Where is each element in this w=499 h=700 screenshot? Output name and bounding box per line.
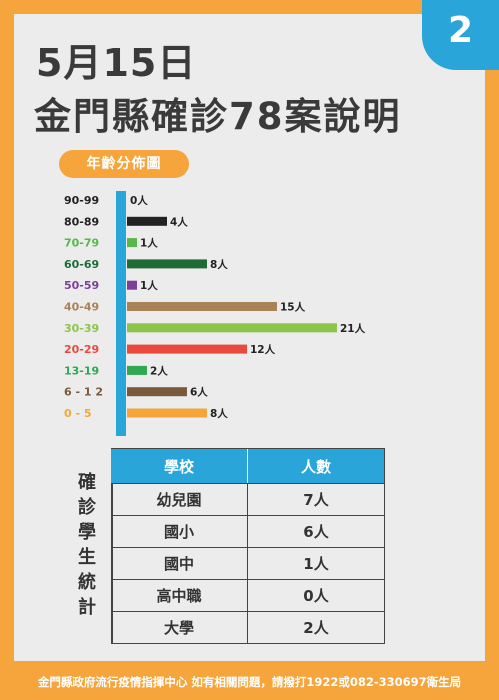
table-row: 大學 2人 (111, 611, 384, 643)
value-label: 12人 (250, 343, 276, 356)
bar (127, 302, 277, 311)
content-panel (14, 14, 485, 661)
table-row: 國中 1人 (111, 547, 384, 579)
value-label: 6人 (190, 386, 208, 399)
table-header-row: 學校 人數 (111, 449, 384, 483)
value-label: 8人 (210, 407, 228, 420)
school-cell: 國小 (163, 523, 194, 541)
category-label: 0 - 5 (64, 407, 92, 420)
table-row: 幼兒園 7人 (111, 483, 384, 515)
category-label: 40-49 (64, 301, 99, 314)
category-label: 90-99 (64, 194, 99, 207)
category-label: 80-89 (64, 215, 99, 228)
date-title: 5月15日 (36, 41, 197, 85)
bar (127, 365, 147, 375)
stats-label-char: 學 (78, 522, 96, 543)
header-school: 學校 (163, 457, 194, 476)
stats-label-char: 確 (78, 472, 96, 493)
category-label: 13-19 (64, 364, 99, 377)
bar (127, 408, 207, 418)
category-label: 50-59 (64, 279, 99, 292)
count-cell: 1人 (247, 548, 384, 579)
school-cell: 大學 (163, 619, 194, 637)
bar (127, 259, 207, 269)
bar (127, 344, 247, 354)
school-cell: 國中 (163, 555, 194, 573)
category-label: 20-29 (64, 343, 99, 356)
stats-label-char: 計 (78, 597, 96, 618)
category-label: 70-79 (64, 237, 99, 250)
stats-label-char: 診 (78, 497, 96, 518)
page-number: 2 (447, 10, 474, 51)
bar (127, 387, 187, 397)
school-cell: 高中職 (156, 587, 202, 605)
table-row: 國小 6人 (111, 515, 384, 547)
category-label: 60-69 (64, 258, 99, 271)
stats-divider (111, 448, 113, 644)
value-label: 2人 (150, 364, 168, 377)
value-label: 1人 (140, 237, 158, 250)
headline-title: 金門縣確診78案說明 (34, 95, 402, 138)
header-count: 人數 (247, 449, 384, 483)
value-label: 4人 (170, 215, 188, 228)
stats-label-char: 統 (78, 572, 96, 593)
value-label: 15人 (280, 301, 306, 314)
count-cell: 2人 (247, 612, 384, 643)
school-stats-table: 學校 人數 幼兒園 7人國小 6人國中 1人高中職 0人大學 2人 (111, 448, 385, 644)
value-label: 0人 (130, 194, 148, 207)
bar (127, 216, 167, 226)
stats-label-char: 生 (78, 547, 96, 568)
value-label: 1人 (140, 279, 158, 292)
bar (127, 280, 137, 290)
chart-title: 年齡分佈圖 (59, 150, 189, 178)
footer-note: 金門縣政府流行疫情指揮中心 如有相關問題，請撥打1922或082-330697衛… (37, 675, 462, 689)
bar (127, 238, 137, 248)
school-cell: 幼兒園 (156, 491, 202, 509)
table-row: 高中職 0人 (111, 579, 384, 611)
chart-axis (116, 191, 126, 436)
page-number-badge: 2 (422, 0, 499, 70)
category-label: 30-39 (64, 322, 99, 335)
category-label: 6 - 1 2 (64, 386, 103, 399)
count-cell: 7人 (247, 484, 384, 515)
value-label: 21人 (340, 322, 366, 335)
count-cell: 0人 (247, 580, 384, 611)
value-label: 8人 (210, 258, 228, 271)
count-cell: 6人 (247, 516, 384, 547)
stats-side-label: 確診學生統計 (64, 448, 110, 642)
bar (127, 323, 337, 333)
